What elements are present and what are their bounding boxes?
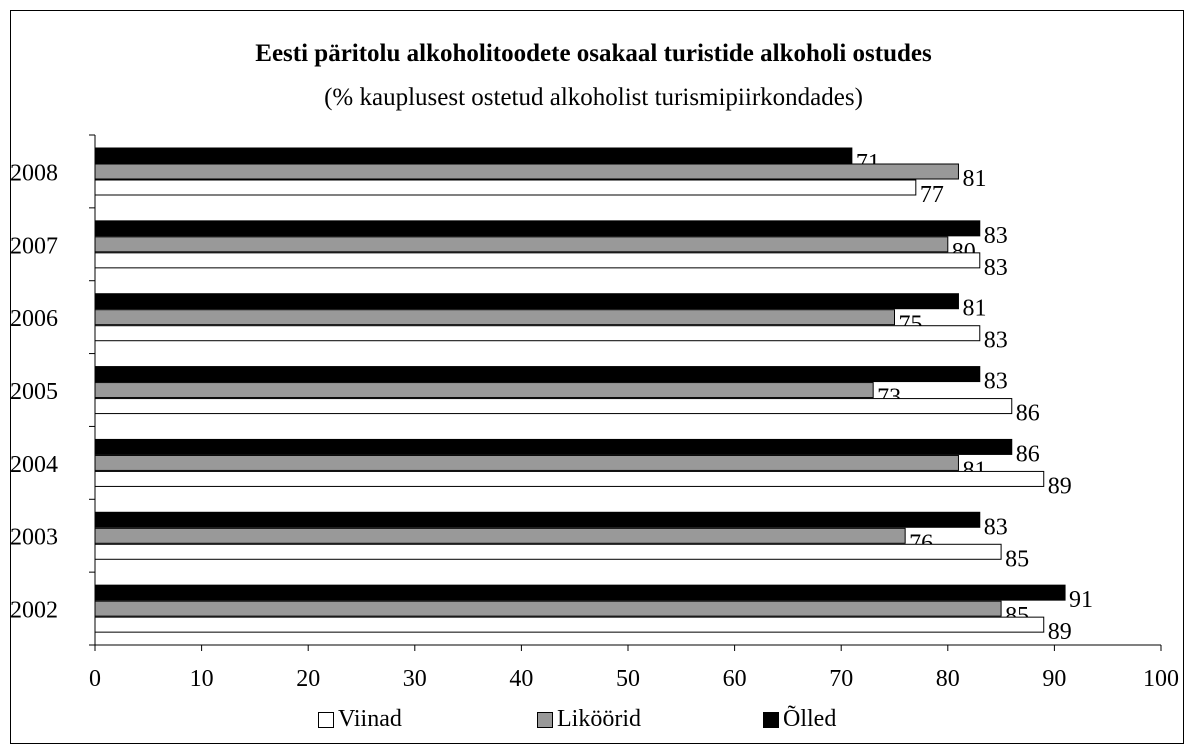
x-tick-label: 30 xyxy=(403,666,427,692)
x-tick-label: 0 xyxy=(89,666,101,692)
data-label: 81 xyxy=(962,166,986,192)
chart-title: Eesti päritolu alkoholitoodete osakaal t… xyxy=(255,40,932,67)
x-tick-label: 10 xyxy=(190,666,214,692)
bar xyxy=(94,454,959,471)
data-label: 83 xyxy=(984,514,1008,540)
data-label: 83 xyxy=(984,369,1008,395)
bar xyxy=(94,438,1013,455)
bar xyxy=(94,252,981,269)
y-tick-label: 2002 xyxy=(10,598,58,624)
x-tick-label: 40 xyxy=(509,666,533,692)
bar xyxy=(94,543,1002,560)
bar xyxy=(94,309,895,326)
data-label: 83 xyxy=(984,223,1008,249)
bar xyxy=(94,220,981,237)
data-label: 89 xyxy=(1048,619,1072,645)
x-tick-label: 50 xyxy=(616,666,640,692)
legend-item-olled: Õlled xyxy=(763,706,836,733)
legend-item-viinad: Viinad xyxy=(318,706,402,733)
bar xyxy=(94,584,1066,601)
y-tick-label: 2006 xyxy=(10,306,58,332)
data-label: 83 xyxy=(984,255,1008,281)
x-tick-label: 70 xyxy=(829,666,853,692)
bar xyxy=(94,600,1002,617)
x-tick-label: 60 xyxy=(723,666,747,692)
chart-subtitle: (% kauplusest ostetud alkoholist turismi… xyxy=(324,84,863,111)
bar xyxy=(94,527,906,544)
bar xyxy=(94,293,959,310)
legend-swatch-olled xyxy=(763,711,779,728)
bar xyxy=(94,163,959,180)
y-tick-label: 2005 xyxy=(10,379,58,405)
data-label: 89 xyxy=(1048,473,1072,499)
bar xyxy=(94,147,853,164)
bar xyxy=(94,616,1045,633)
bar xyxy=(94,382,874,399)
legend-swatch-likoorid xyxy=(537,711,553,728)
legend-label-olled: Õlled xyxy=(783,706,837,732)
data-label: 85 xyxy=(1005,546,1029,572)
y-tick-label: 2003 xyxy=(10,525,58,551)
data-label: 86 xyxy=(1016,441,1040,467)
x-tick-label: 90 xyxy=(1042,666,1066,692)
y-tick-label: 2004 xyxy=(10,452,58,478)
data-label: 77 xyxy=(920,182,944,208)
bar xyxy=(94,398,1013,415)
bar xyxy=(94,325,981,342)
x-tick-label: 80 xyxy=(936,666,960,692)
x-tick-label: 100 xyxy=(1143,666,1179,692)
bar xyxy=(94,470,1045,487)
bar xyxy=(94,179,917,196)
y-tick-label: 2007 xyxy=(10,233,58,259)
chart-legend: Viinad Liköörid Õlled xyxy=(0,706,1187,740)
legend-label-likoorid: Liköörid xyxy=(557,706,641,732)
data-label: 91 xyxy=(1069,587,1093,613)
data-label: 81 xyxy=(962,296,986,322)
data-label: 83 xyxy=(984,328,1008,354)
legend-item-likoorid: Liköörid xyxy=(537,706,641,733)
bar xyxy=(94,236,949,253)
y-tick-label: 2008 xyxy=(10,160,58,186)
bar xyxy=(94,366,981,383)
legend-label-viinad: Viinad xyxy=(338,706,402,732)
legend-swatch-viinad xyxy=(318,711,334,728)
data-label: 86 xyxy=(1016,401,1040,427)
bar xyxy=(94,511,981,528)
x-tick-label: 20 xyxy=(296,666,320,692)
